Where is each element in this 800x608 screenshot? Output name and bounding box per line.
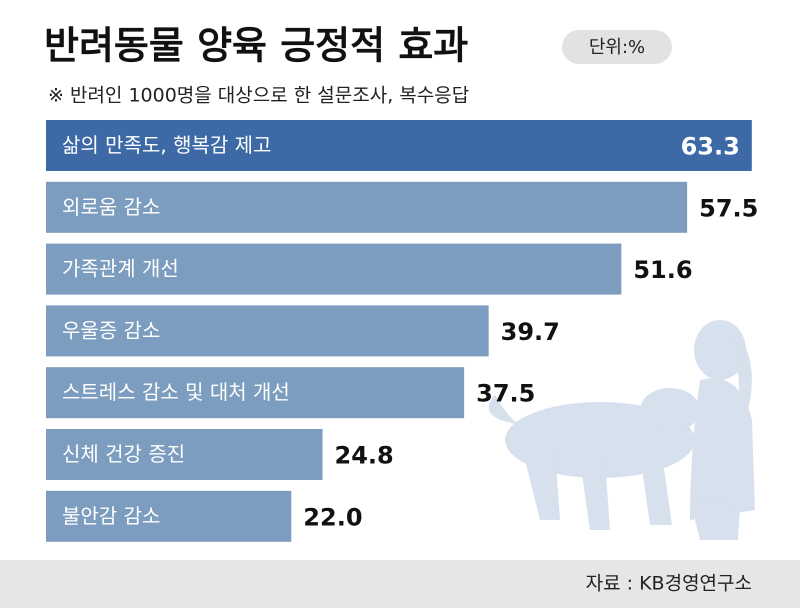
- chart-title: 반려동물 양육 긍정적 효과: [44, 24, 468, 68]
- value-label: 39.7: [501, 318, 560, 346]
- value-label: 57.5: [699, 194, 758, 222]
- bar: [46, 490, 292, 542]
- category-label: 외로움 감소: [62, 195, 160, 219]
- value-label: 37.5: [476, 380, 535, 408]
- bar: [46, 243, 622, 295]
- category-label: 삶의 만족도, 행복감 제고: [62, 133, 271, 157]
- unit-label: 단위:%: [589, 37, 645, 58]
- footer: [0, 560, 800, 608]
- bar: [46, 120, 752, 171]
- bar: [46, 181, 688, 233]
- source: 자료 : KB경영연구소: [586, 573, 752, 595]
- value-label: 51.6: [633, 256, 692, 284]
- category-label: 우울증 감소: [62, 318, 160, 342]
- silhouette: [488, 320, 755, 540]
- value-label: 24.8: [335, 442, 394, 470]
- category-label: 스트레스 감소 및 대처 개선: [62, 380, 290, 404]
- category-label: 신체 건강 증진: [62, 442, 185, 466]
- bars: 삶의 만족도, 행복감 제고 63.3 외로움 감소 57.5 가족관계 개선 51.6 우…: [46, 120, 758, 542]
- bar: [46, 429, 323, 480]
- value-label: 22.0: [303, 503, 362, 531]
- category-label: 가족관계 개선: [62, 257, 179, 281]
- unit-badge: [562, 30, 672, 64]
- subtitle: ※ 반려인 1000명을 대상으로 한 설문조사, 복수응답: [48, 85, 469, 107]
- bar: [46, 367, 465, 419]
- value-label: 63.3: [681, 133, 740, 161]
- category-label: 불안감 감소: [62, 504, 160, 528]
- bar: [46, 305, 489, 357]
